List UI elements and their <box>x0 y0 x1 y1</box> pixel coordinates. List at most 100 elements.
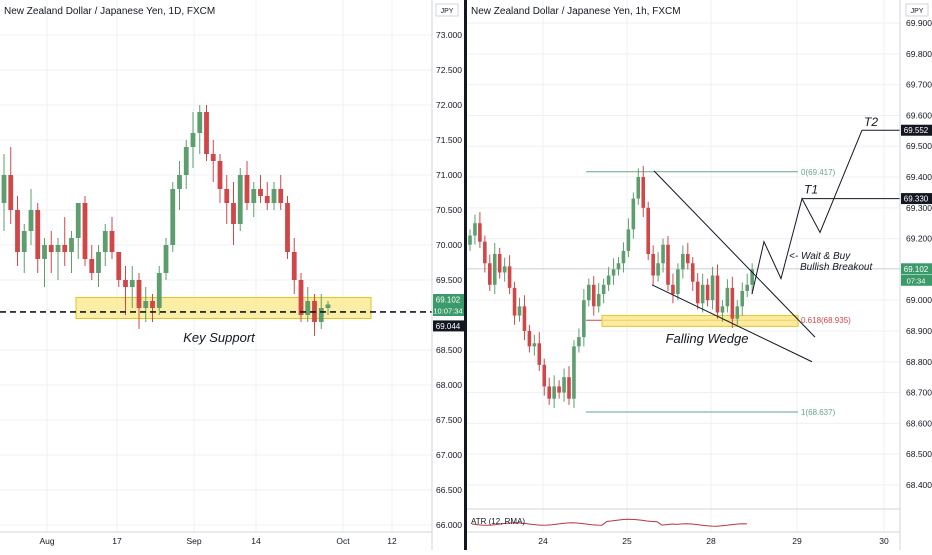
hourly-time-axis[interactable]: 24 25 28 29 30 <box>538 536 889 546</box>
target-price-badge-label: 69.330 <box>904 195 929 204</box>
hourly-candle-body <box>646 207 650 254</box>
daily-candle-body <box>136 280 142 308</box>
hourly-currency-label: JPY <box>911 8 924 15</box>
daily-time-tick: Oct <box>336 536 350 546</box>
daily-currency-label: JPY <box>441 8 454 15</box>
daily-candle-body <box>143 301 149 308</box>
daily-candle-body <box>1 175 7 203</box>
hourly-chart-panel[interactable]: 0(69.417) 0.618(68.935) 1(68.637) New Zeal… <box>467 0 932 550</box>
target-price-badge-label: 69.552 <box>904 126 929 135</box>
hourly-candle-body <box>636 177 641 199</box>
hourly-price-tick: 68.800 <box>906 357 932 367</box>
daily-candle-body <box>102 231 108 252</box>
hourly-price-tick: 69.400 <box>906 172 932 182</box>
hourly-candle-body <box>562 377 566 393</box>
hourly-candle-body <box>690 263 695 282</box>
daily-candle-body <box>116 252 122 280</box>
hourly-candle-body <box>587 284 591 301</box>
hourly-candle-body <box>710 275 715 301</box>
hourly-candle-body <box>720 306 725 313</box>
hourly-currency-box <box>905 3 929 17</box>
falling-wedge-label: Falling Wedge <box>666 331 749 346</box>
atr-indicator-label: ATR (12, RMA) <box>471 517 525 526</box>
hourly-price-tick: 69.300 <box>906 203 932 213</box>
hourly-price-badge: 69.102 <box>901 263 932 275</box>
daily-candle-body <box>163 245 169 273</box>
daily-candles <box>1 105 331 336</box>
target-t2-label: T2 <box>864 115 878 129</box>
hourly-candle-body <box>740 290 745 307</box>
wait-buy-note: <- Wait & Buy <box>789 251 851 262</box>
hourly-price-tick: 69.900 <box>906 18 932 28</box>
daily-time-tick: 17 <box>112 536 122 546</box>
daily-price-tick: 70.500 <box>436 205 462 215</box>
hourly-price-tick: 69.600 <box>906 110 932 120</box>
hourly-grid <box>467 0 900 532</box>
hourly-candle-body <box>591 284 596 307</box>
hourly-candle-body <box>582 300 586 338</box>
daily-chart-panel[interactable]: New Zealand Dollar / Japanese Yen, 1D, F… <box>0 0 464 550</box>
target-price-badge <box>901 124 932 136</box>
hourly-price-tick: 68.900 <box>906 326 932 336</box>
hourly-candle-body <box>552 386 556 399</box>
daily-price-tick: 70.000 <box>436 240 462 250</box>
hourly-candle-body <box>626 229 631 251</box>
hourly-candle-body <box>695 281 700 304</box>
daily-candle-body <box>55 245 61 252</box>
hourly-candle-body <box>750 269 754 285</box>
daily-time-tick: 12 <box>387 536 397 546</box>
daily-support-badge: 69.044 <box>433 320 464 332</box>
hourly-candle-body <box>621 250 626 264</box>
daily-candle-body <box>170 189 176 245</box>
hourly-candles <box>468 165 754 408</box>
hourly-price-tick: 69.700 <box>906 80 932 90</box>
daily-price-tick: 69.500 <box>436 275 462 285</box>
falling-wedge-lines[interactable] <box>651 170 816 363</box>
daily-chart-title: New Zealand Dollar / Japanese Yen, 1D, F… <box>4 6 215 17</box>
key-support-zone[interactable] <box>75 297 372 319</box>
fib-618-zone[interactable] <box>601 315 799 327</box>
daily-price-tick: 68.000 <box>436 380 462 390</box>
daily-candle-body <box>224 189 230 203</box>
daily-candle-body <box>82 203 88 259</box>
hourly-candle-body <box>735 306 740 319</box>
hourly-candle-body <box>745 284 749 291</box>
hourly-time-tick: 25 <box>622 536 632 546</box>
daily-price-tick: 67.000 <box>436 450 462 460</box>
daily-candle-body <box>28 210 34 231</box>
svg-text:10:07:34: 10:07:34 <box>433 307 462 316</box>
atr-line <box>471 518 748 527</box>
hourly-candle-body <box>492 254 497 285</box>
svg-text:69.102: 69.102 <box>904 265 929 274</box>
projection-path[interactable] <box>751 129 900 295</box>
daily-candle-body <box>75 203 81 238</box>
daily-price-tick: 72.500 <box>436 65 462 75</box>
hourly-candle-body <box>478 223 482 242</box>
hourly-candle-body <box>700 284 705 304</box>
daily-candle-body <box>210 154 216 161</box>
daily-candle-body <box>204 112 209 154</box>
daily-candle-body <box>177 175 182 189</box>
daily-price-tick: 67.500 <box>436 415 462 425</box>
panel-divider[interactable] <box>464 0 467 550</box>
daily-candle-body <box>291 252 297 280</box>
daily-price-axis[interactable]: 66.000 66.500 67.000 67.500 68.000 68.500 69.5… <box>436 30 462 530</box>
hourly-candle-body <box>686 254 690 264</box>
hourly-price-axis[interactable]: 68.400 68.500 68.600 68.700 68.800 68.900 69.0… <box>906 18 932 490</box>
hourly-price-tick: 69.000 <box>906 295 932 305</box>
hourly-candle-body <box>705 284 710 301</box>
daily-candle-body <box>8 175 14 210</box>
daily-time-tick: 14 <box>251 536 261 546</box>
hourly-time-tick: 24 <box>538 536 548 546</box>
daily-candle-body <box>251 189 257 203</box>
hourly-candle-body <box>651 254 655 276</box>
daily-time-tick: Sep <box>186 536 201 546</box>
daily-currency-box <box>435 3 459 17</box>
key-support-label: Key Support <box>183 330 256 345</box>
hourly-candle-body <box>656 263 660 276</box>
daily-candle-body <box>21 231 27 252</box>
daily-time-axis[interactable]: Aug 17 Sep 14 Oct 12 <box>39 536 397 546</box>
hourly-candle-body <box>488 263 492 285</box>
hourly-candle-body <box>577 337 581 347</box>
